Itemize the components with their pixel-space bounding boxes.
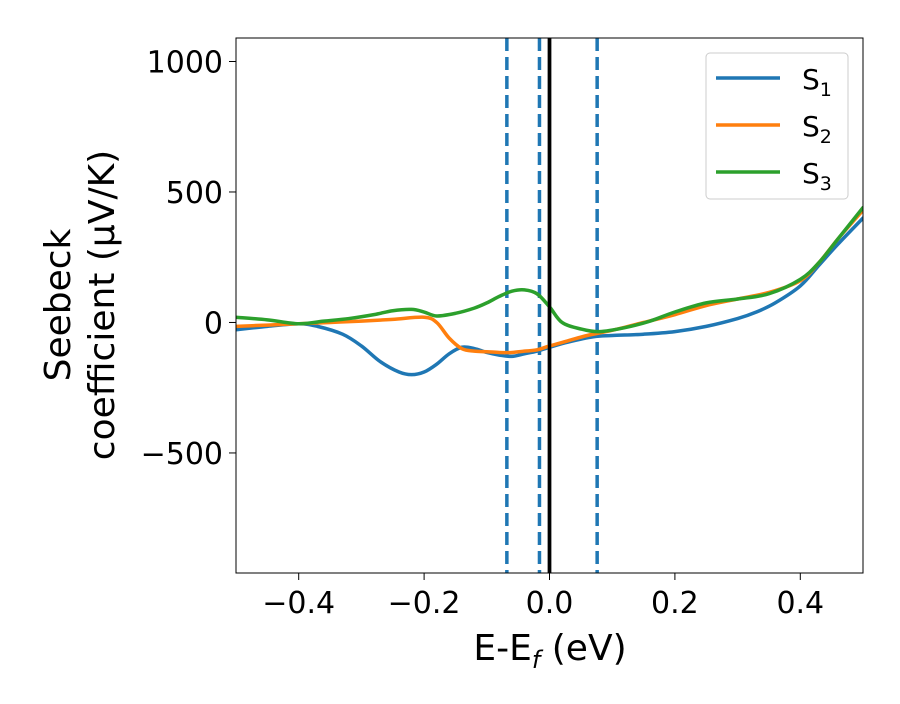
x-tick-label: 0.4 [776,586,824,621]
y-axis-label-line2: coefficient (μV/K) [82,150,123,460]
x-axis-label: E-Ef (eV) [473,628,626,674]
series-line-s1 [236,216,863,377]
y-tick-label: −500 [141,437,223,472]
legend-label-s2: S2 [802,110,832,148]
series-lines [236,205,863,377]
legend: S1 S2 S3 [705,52,849,200]
x-tick-label: 0.2 [651,586,699,621]
y-axis-ticks: −500 0 500 1000 [141,45,236,472]
y-tick-label: 500 [166,176,223,211]
y-tick-label: 0 [204,306,223,341]
x-tick-label: −0.4 [262,586,335,621]
y-tick-label: 1000 [147,45,223,80]
y-axis-label-line1: Seebeck [38,228,79,381]
legend-label-s3: S3 [802,157,832,195]
x-tick-label: 0.0 [526,586,574,621]
y-axis-label: Seebeck coefficient (μV/K) [38,150,123,460]
x-axis-ticks: −0.4 −0.2 0.0 0.2 0.4 [262,573,824,621]
reference-lines [505,38,599,573]
x-tick-label: −0.2 [388,586,461,621]
legend-label-s1: S1 [802,63,832,101]
series-line-s3 [236,205,863,334]
